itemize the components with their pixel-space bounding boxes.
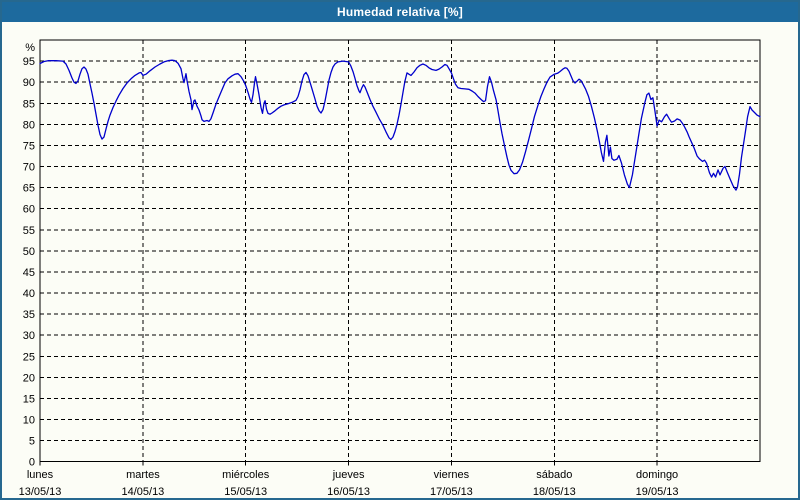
svg-text:15: 15 [23,393,35,405]
svg-text:75: 75 [23,140,35,152]
svg-text:95: 95 [23,56,35,68]
svg-text:sábado: sábado [536,469,572,481]
svg-text:85: 85 [23,98,35,110]
svg-text:viernes: viernes [434,469,470,481]
svg-text:13/05/13: 13/05/13 [19,486,62,498]
svg-text:25: 25 [23,351,35,363]
svg-text:10: 10 [23,415,35,427]
svg-text:0: 0 [29,457,35,469]
humidity-series-line [39,59,761,191]
svg-text:80: 80 [23,119,35,131]
svg-text:90: 90 [23,77,35,89]
svg-text:45: 45 [23,267,35,279]
x-axis-labels: lunes 13/05/13 martes 14/05/13 miércoles 15/0… [19,469,679,498]
humidity-line-chart: 0 5 10 15 20 25 30 35 40 45 50 55 60 65 70 75 80 85 90 95% l… [19,39,761,498]
svg-text:domingo: domingo [636,469,678,481]
x-axis-ticks [39,461,658,466]
svg-text:lunes: lunes [27,469,54,481]
gridlines [40,40,760,462]
svg-text:30: 30 [23,330,35,342]
y-axis-labels: 0 5 10 15 20 25 30 35 40 45 50 55 60 65 70 75 80 85 90 95% [23,42,35,469]
plot-border [39,39,761,463]
svg-text:16/05/13: 16/05/13 [327,486,370,498]
svg-text:miércoles: miércoles [222,469,270,481]
svg-text:5: 5 [29,436,35,448]
svg-text:martes: martes [126,469,160,481]
svg-text:65: 65 [23,183,35,195]
chart-area: 0 5 10 15 20 25 30 35 40 45 50 55 60 65 70 75 80 85 90 95% l… [2,22,798,498]
svg-text:60: 60 [23,204,35,216]
svg-text:19/05/13: 19/05/13 [636,486,679,498]
svg-text:40: 40 [23,288,35,300]
svg-text:14/05/13: 14/05/13 [121,486,164,498]
svg-text:70: 70 [23,162,35,174]
svg-text:50: 50 [23,246,35,258]
svg-text:17/05/13: 17/05/13 [430,486,473,498]
svg-text:20: 20 [23,372,35,384]
page-title: Humedad relativa [%] [2,2,798,22]
svg-text:15/05/13: 15/05/13 [224,486,267,498]
y-axis-unit-label: % [25,42,35,54]
svg-text:35: 35 [23,309,35,321]
svg-text:18/05/13: 18/05/13 [533,486,576,498]
svg-text:jueves: jueves [332,469,365,481]
svg-text:55: 55 [23,225,35,237]
